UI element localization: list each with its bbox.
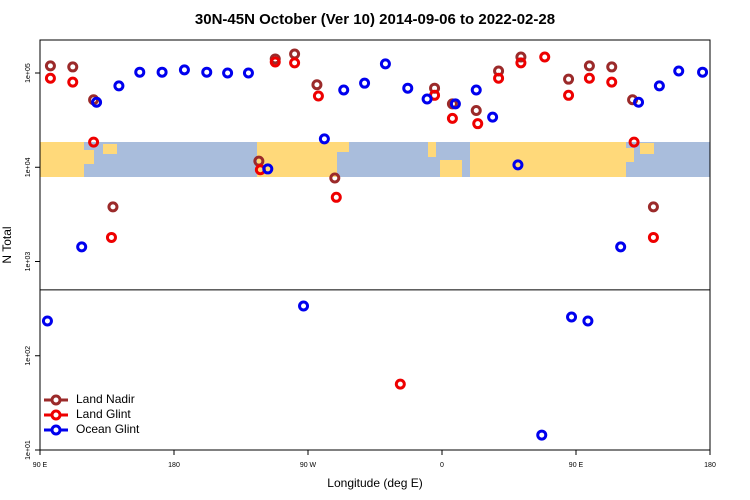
point — [536, 429, 548, 441]
point — [653, 80, 665, 92]
point — [91, 96, 103, 108]
land — [40, 142, 84, 177]
land — [84, 150, 94, 164]
point — [67, 61, 79, 73]
point — [44, 60, 56, 72]
point — [298, 300, 310, 312]
legend-marker — [50, 424, 62, 436]
point — [105, 231, 117, 243]
point — [563, 73, 575, 85]
legend-label: Land Nadir — [76, 392, 135, 406]
x-tick-label: 180 — [168, 462, 180, 469]
point — [289, 57, 301, 69]
y-tick-label: 1e+01 — [25, 440, 32, 460]
point — [647, 201, 659, 213]
point — [470, 84, 482, 96]
legend-label: Ocean Glint — [76, 422, 140, 436]
point — [242, 67, 254, 79]
legend-marker — [50, 409, 62, 421]
point — [107, 201, 119, 213]
point — [449, 98, 461, 110]
point — [421, 93, 433, 105]
point — [583, 60, 595, 72]
point — [628, 136, 640, 148]
point — [178, 64, 190, 76]
point — [41, 315, 53, 327]
point — [697, 66, 709, 78]
plot-frame — [39, 39, 711, 451]
point — [606, 76, 618, 88]
point — [67, 76, 79, 88]
land — [626, 148, 634, 162]
legend-label: Land Glint — [76, 407, 131, 421]
point — [563, 89, 575, 101]
chart-title: 30N-45N October (Ver 10) 2014-09-06 to 2… — [195, 11, 555, 28]
point — [515, 57, 527, 69]
x-tick-label: 90 E — [33, 462, 48, 469]
point — [606, 61, 618, 73]
point — [262, 163, 274, 175]
point — [76, 241, 88, 253]
point — [269, 56, 281, 68]
point — [583, 72, 595, 84]
point — [156, 66, 168, 78]
land — [103, 144, 117, 154]
point — [539, 51, 551, 63]
point — [402, 82, 414, 94]
point — [312, 90, 324, 102]
x-tick-label: 90 E — [569, 462, 584, 469]
x-tick-label: 180 — [704, 462, 716, 469]
land — [428, 142, 436, 157]
point — [647, 231, 659, 243]
point — [493, 72, 505, 84]
x-tick-label: 0 — [440, 462, 444, 469]
land — [440, 160, 462, 177]
point — [633, 96, 645, 108]
point — [446, 112, 458, 124]
point — [487, 111, 499, 123]
land — [337, 142, 349, 152]
land — [470, 142, 626, 177]
point — [311, 79, 323, 91]
x-axis-label: Longitude (deg E) — [327, 476, 422, 490]
point — [338, 84, 350, 96]
point — [318, 133, 330, 145]
point — [379, 58, 391, 70]
point — [615, 241, 627, 253]
point — [359, 77, 371, 89]
point — [222, 67, 234, 79]
point — [566, 311, 578, 323]
point — [330, 191, 342, 203]
point — [201, 66, 213, 78]
map-strip — [40, 142, 710, 177]
point — [394, 378, 406, 390]
point — [113, 80, 125, 92]
point — [582, 315, 594, 327]
land — [640, 143, 654, 154]
point — [512, 159, 524, 171]
y-tick-label: 1e+05 — [25, 63, 32, 83]
y-tick-label: 1e+04 — [25, 157, 32, 177]
y-tick-label: 1e+03 — [25, 252, 32, 272]
point — [472, 118, 484, 130]
point — [88, 136, 100, 148]
point — [134, 66, 146, 78]
legend-marker — [50, 394, 62, 406]
y-tick-label: 1e+02 — [25, 346, 32, 366]
point — [673, 65, 685, 77]
point — [329, 172, 341, 184]
point — [515, 51, 527, 63]
point — [470, 105, 482, 117]
y-axis-label: N Total — [0, 226, 14, 263]
point — [44, 72, 56, 84]
x-tick-label: 90 W — [300, 462, 317, 469]
